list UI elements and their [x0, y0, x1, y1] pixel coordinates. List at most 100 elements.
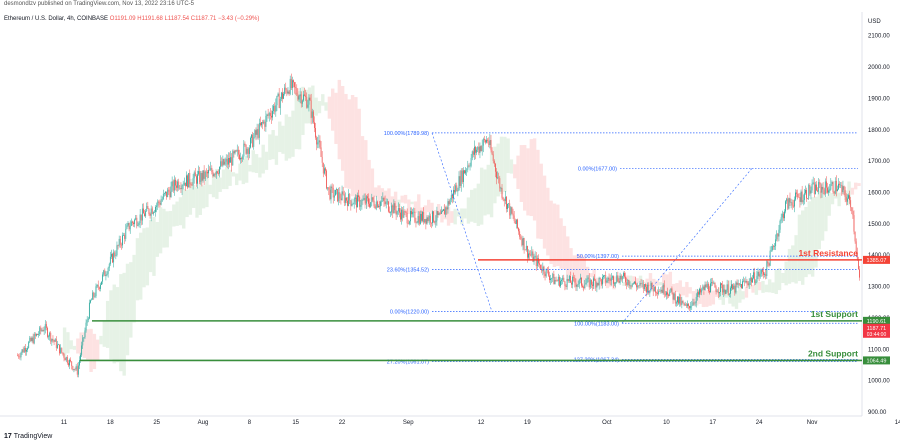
- candle-body: [716, 291, 718, 293]
- cloud-segment: [638, 275, 643, 282]
- candle-body: [482, 138, 484, 146]
- candle-body: [743, 280, 745, 282]
- candle-body: [358, 195, 359, 197]
- candle-body: [565, 286, 567, 287]
- candle-body: [730, 288, 731, 294]
- candle-body: [331, 186, 333, 188]
- candle-body: [786, 198, 788, 202]
- candle-body: [673, 293, 675, 300]
- candle-countdown-text: 03:44:00: [867, 332, 887, 338]
- cloud-segment: [344, 93, 348, 188]
- candle-body: [104, 270, 106, 277]
- cloud-segment: [625, 275, 629, 281]
- candle-body: [700, 288, 702, 293]
- candle-body: [379, 206, 380, 207]
- candle-body: [134, 219, 136, 225]
- candle-body: [695, 296, 697, 303]
- candle-body: [79, 360, 80, 366]
- candle-body: [120, 244, 122, 246]
- cloud-segment: [307, 87, 312, 124]
- candle-body: [756, 275, 758, 282]
- candle-body: [468, 165, 470, 167]
- candle-body: [572, 276, 574, 285]
- candle-body: [375, 201, 377, 209]
- cloud-segment: [417, 194, 421, 223]
- candle-body: [597, 282, 599, 286]
- cloud-segment: [519, 145, 524, 202]
- cloud-segment: [599, 281, 603, 289]
- candle-body: [197, 174, 198, 184]
- cloud-segment: [662, 273, 666, 288]
- candle-body: [236, 149, 238, 152]
- candle-body: [371, 197, 373, 203]
- cloud-segment: [258, 157, 262, 178]
- candle-body: [798, 197, 800, 198]
- candle-body: [251, 134, 252, 138]
- candle-body: [524, 249, 526, 251]
- price-tick-label: 1500.00: [868, 222, 890, 228]
- cloud-segment: [853, 182, 858, 190]
- candle-body: [492, 154, 494, 161]
- cloud-segment: [724, 290, 729, 298]
- candle-body: [242, 156, 244, 160]
- candle-body: [690, 306, 692, 309]
- candle-body: [172, 181, 174, 191]
- cloud-segment: [92, 333, 97, 370]
- candle-body: [241, 157, 243, 160]
- candle-body: [457, 190, 459, 192]
- candle-body: [75, 366, 77, 370]
- candle-body: [183, 182, 185, 186]
- key-level-label: 1st Resistance: [798, 248, 858, 258]
- candle-body: [518, 228, 519, 232]
- cloud-segment: [357, 108, 361, 202]
- candle-body: [56, 344, 58, 348]
- candle-body: [152, 212, 154, 214]
- candle-body: [630, 285, 632, 287]
- candle-body: [348, 193, 350, 206]
- candle-body: [62, 352, 64, 355]
- candle-body: [432, 211, 433, 224]
- cloud-segment: [347, 99, 351, 189]
- candle-body: [211, 168, 213, 173]
- symbol-title[interactable]: Ethereum / U.S. Dollar, 4h, COINBASE: [4, 16, 109, 22]
- candle-body: [338, 192, 340, 202]
- candle-body: [162, 193, 164, 199]
- candle-body: [148, 208, 150, 214]
- candle-body: [286, 89, 288, 94]
- candle-body: [346, 197, 347, 201]
- cloud-segment: [281, 125, 285, 154]
- candle-body: [111, 253, 112, 257]
- candle-body: [139, 214, 141, 224]
- cloud-segment: [284, 114, 289, 161]
- candle-body: [532, 251, 534, 262]
- candle-body: [438, 213, 440, 215]
- time-tick-label: 15: [292, 420, 299, 426]
- cloud-segment: [767, 279, 772, 293]
- candle-body: [339, 192, 341, 199]
- candle-body: [191, 185, 193, 186]
- cloud-segment: [751, 284, 755, 293]
- candle-body: [437, 211, 439, 215]
- cloud-segment: [413, 201, 418, 214]
- candle-body: [133, 222, 134, 225]
- candle-body: [394, 203, 396, 211]
- fib-retracement-label: 0.00%(1220.00): [390, 310, 429, 316]
- candle-body: [66, 356, 68, 364]
- candle-body: [44, 324, 46, 330]
- candle-body: [444, 209, 446, 215]
- cloud-segment: [552, 203, 557, 267]
- candle-body: [273, 105, 275, 111]
- cloud-segment: [426, 199, 431, 213]
- candle-body: [234, 150, 236, 154]
- cloud-segment: [218, 177, 222, 192]
- candle-body: [792, 205, 794, 207]
- candle-body: [425, 219, 427, 224]
- candle-body: [552, 273, 554, 279]
- candle-body: [763, 271, 764, 275]
- candle-body: [112, 253, 113, 263]
- candle-body: [361, 200, 363, 206]
- current-price-tag: [863, 323, 890, 338]
- candle-body: [605, 275, 607, 283]
- candle-body: [38, 334, 40, 335]
